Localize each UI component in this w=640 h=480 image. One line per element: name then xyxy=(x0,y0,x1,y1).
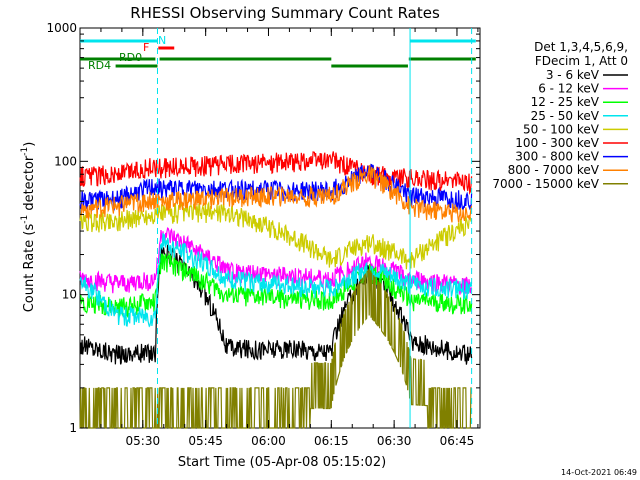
flag-label-n: N xyxy=(158,34,166,47)
x-axis-label: Start Time (05-Apr-08 05:15:02) xyxy=(178,455,386,470)
series-line-8 xyxy=(79,164,473,223)
x-tick-label: 06:30 xyxy=(377,434,412,448)
x-tick-label: 05:45 xyxy=(188,434,223,448)
y-tick-label: 10 xyxy=(62,288,77,302)
legend: Det 1,3,4,5,6,9, FDecim 1, Att 0 3 - 6 k… xyxy=(492,40,628,191)
y-tick-label: 100 xyxy=(54,154,77,168)
x-tick-label: 06:15 xyxy=(314,434,349,448)
y-tick-label: 1000 xyxy=(46,21,77,35)
x-tick-label: 06:45 xyxy=(440,434,475,448)
chart-title: RHESSI Observing Summary Count Rates xyxy=(130,4,440,22)
flag-label-rd4: RD4 xyxy=(88,59,111,72)
legend-label: 300 - 800 keV xyxy=(515,150,599,164)
legend-label: 7000 - 15000 keV xyxy=(492,177,599,191)
series-line-6 xyxy=(79,151,473,196)
legend-label: 12 - 25 keV xyxy=(531,95,600,109)
series-line-4 xyxy=(79,232,473,328)
y-tick-label: 1 xyxy=(69,421,77,435)
y-axis-label: Count Rate (s-1 detector-1) xyxy=(20,142,37,313)
x-tick-label: 05:30 xyxy=(126,434,161,448)
series-line-9 xyxy=(79,268,472,429)
series-line-7 xyxy=(79,163,473,213)
legend-header-2: FDecim 1, Att 0 xyxy=(535,54,628,68)
flag-label-rd0: RD0 xyxy=(119,51,142,64)
legend-label: 6 - 12 keV xyxy=(538,82,600,96)
x-tick-label: 06:00 xyxy=(251,434,286,448)
attenuator-lines xyxy=(156,28,473,428)
series-layer xyxy=(79,151,473,429)
flag-label-f: F xyxy=(143,41,149,54)
series-line-5 xyxy=(79,200,473,270)
footer-timestamp: 14-Oct-2021 06:49 xyxy=(561,468,637,477)
flag-bars xyxy=(80,39,476,68)
series-line-3 xyxy=(79,252,473,319)
legend-label: 800 - 7000 keV xyxy=(508,163,600,177)
legend-label: 25 - 50 keV xyxy=(531,109,600,123)
series-line-1 xyxy=(79,243,473,365)
legend-label: 3 - 6 keV xyxy=(546,68,600,82)
legend-label: 50 - 100 keV xyxy=(523,122,600,136)
legend-header-1: Det 1,3,4,5,6,9, xyxy=(534,40,628,54)
legend-label: 100 - 300 keV xyxy=(515,136,599,150)
axes-ticks: 1 10 100 1000 05:30 05:45 06:00 06:15 06:30 06:45 xyxy=(46,21,480,448)
